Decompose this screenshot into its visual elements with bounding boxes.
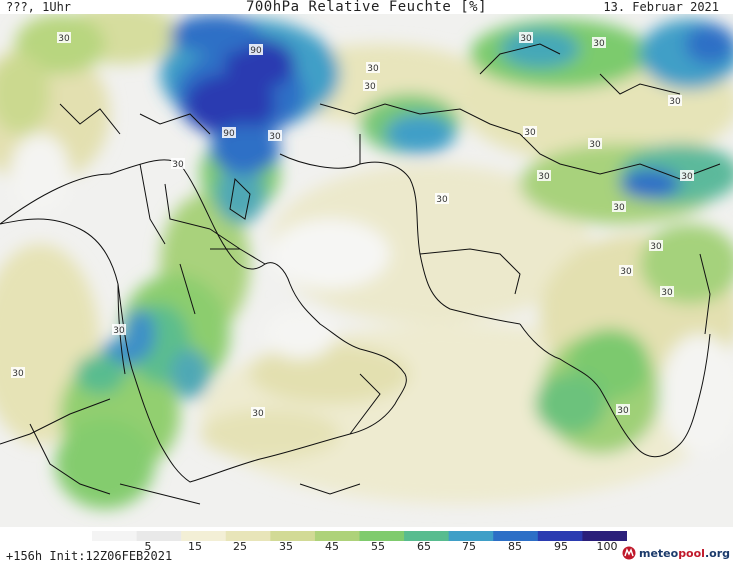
contour-label-bg (171, 158, 185, 169)
colorbar-tick-label: 45 (325, 540, 339, 553)
contour-label-bg (612, 201, 626, 212)
contour-label: 30 (617, 406, 629, 416)
colorbar-tick-label: 35 (279, 540, 293, 553)
contour-label: 30 (436, 195, 448, 205)
contour-label: 30 (661, 288, 673, 298)
header-valid-time: ???, 1Uhr (6, 0, 72, 14)
header-date: 13. Februar 2021 (603, 0, 719, 14)
colorbar-tick-label: 65 (417, 540, 431, 553)
contour-label-bg (249, 44, 263, 55)
colorbar-tick-label: 5 (144, 540, 152, 553)
colorbar-segment (359, 531, 405, 541)
contour-label-bg (11, 367, 25, 378)
contour-label-bg (363, 80, 377, 91)
contour-label: 30 (12, 369, 24, 379)
contour-label-bg (588, 138, 602, 149)
colorbar-tick-label: 75 (462, 540, 476, 553)
contour-label-bg (537, 170, 551, 181)
colorbar-segment (225, 531, 271, 541)
colorbar-segment (314, 531, 360, 541)
contour-label: 30 (681, 172, 693, 182)
colorbar-segment (404, 531, 450, 541)
logo-text: meteopool.org (639, 547, 730, 560)
logo-accent: pool (678, 546, 705, 560)
colorbar-segment (582, 531, 627, 541)
contour-label-bg (268, 130, 282, 141)
contour-label: 30 (367, 64, 379, 74)
colorbar-segment (92, 531, 138, 541)
colorbar-tick-label: 100 (596, 540, 618, 553)
contour-label-bg (649, 240, 663, 251)
colorbar-segment (181, 531, 227, 541)
contour-label: 30 (364, 82, 376, 92)
contour-label: 30 (524, 128, 536, 138)
contour-label-bg (523, 126, 537, 137)
contour-label-bg (251, 407, 265, 418)
logo-brand: meteo (638, 546, 679, 560)
contour-label: 30 (620, 267, 632, 277)
contour-label-bg (668, 95, 682, 106)
colorbar-tick-label: 55 (371, 540, 385, 553)
contour-label: 30 (650, 242, 662, 252)
colorbar-tick-label: 95 (554, 540, 568, 553)
contour-label: 30 (613, 203, 625, 213)
map-header: ???, 1Uhr 700hPa Relative Feuchte [%] 13… (0, 0, 733, 20)
colorbar-segment (537, 531, 583, 541)
coastlines (0, 43, 721, 505)
contour-label: 30 (58, 34, 70, 44)
contour-label: 30 (669, 97, 681, 107)
contour-label-bg (57, 32, 71, 43)
meteopool-logo[interactable]: meteopool.org (622, 546, 730, 560)
contour-label: 30 (252, 409, 264, 419)
contour-label: 90 (223, 129, 235, 139)
contour-label-bg (435, 193, 449, 204)
contour-label: 30 (520, 34, 532, 44)
contour-label-bg (660, 286, 674, 297)
contour-label: 90 (250, 46, 262, 56)
contour-label: 30 (113, 326, 125, 336)
contour-label: 30 (538, 172, 550, 182)
contour-label-bg (519, 32, 533, 43)
colorbar-legend: 5 15 25 35 45 55 65 75 85 95 100 +156h Init:12Z06F… (0, 527, 733, 566)
contour-label-bg (366, 62, 380, 73)
colorbar-segment (136, 531, 182, 541)
humidity-map: 30 90 90 30 30 30 30 30 30 30 30 30 30 30 30 30 30 30 30 30… (0, 14, 733, 527)
contour-label-bg (619, 265, 633, 276)
contour-labels: 30 90 90 30 30 30 30 30 30 30 30 30 30 30 30 30 30 30 30 30… (11, 32, 694, 419)
contour-label: 30 (589, 140, 601, 150)
contour-label-bg (680, 170, 694, 181)
logo-suffix: .org (704, 546, 730, 560)
colorbar (92, 531, 627, 541)
colorbar-tick-label: 15 (188, 540, 202, 553)
contour-label: 30 (172, 160, 184, 170)
colorbar-segment (448, 531, 494, 541)
colorbar-segment (493, 531, 539, 541)
map-svg: 30 90 90 30 30 30 30 30 30 30 30 30 30 30 30 30 30 30 30 30… (0, 14, 733, 527)
contour-label-bg (112, 324, 126, 335)
colorbar-tick-label: 25 (233, 540, 247, 553)
forecast-run-info: +156h Init:12Z06FEB2021 (6, 549, 173, 563)
contour-label-bg (616, 404, 630, 415)
contour-label-bg (592, 37, 606, 48)
logo-icon (622, 546, 636, 560)
colorbar-tick-label: 85 (508, 540, 522, 553)
contour-label-bg (222, 127, 236, 138)
colorbar-segment (270, 531, 316, 541)
map-title: 700hPa Relative Feuchte [%] (245, 0, 488, 15)
contour-label: 30 (269, 132, 281, 142)
contour-label: 30 (593, 39, 605, 49)
